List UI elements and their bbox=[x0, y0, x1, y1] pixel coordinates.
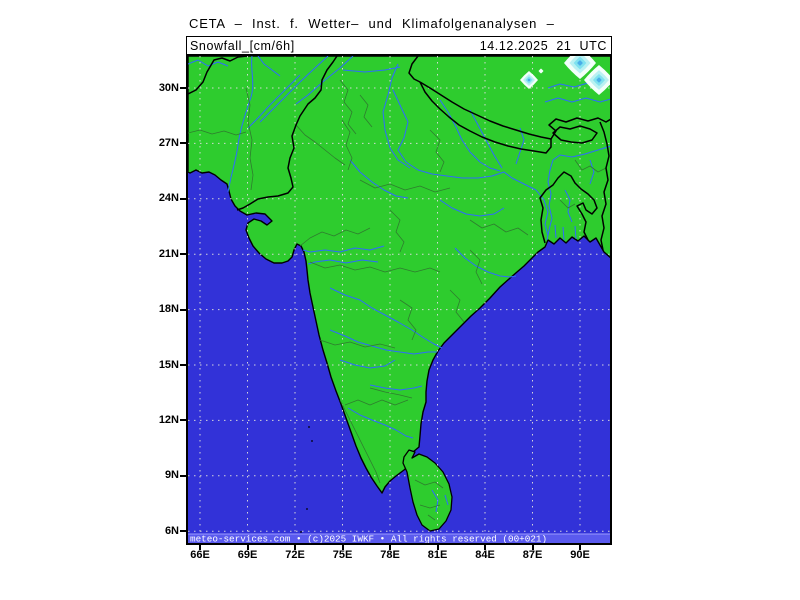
datetime-label: 14.12.2025 21 UTC bbox=[479, 38, 607, 53]
graticule-grid bbox=[188, 56, 610, 543]
landmass bbox=[188, 56, 610, 533]
lon-label-81E: 81E bbox=[427, 549, 448, 561]
snowfall-patches bbox=[520, 56, 610, 95]
lon-label-66E: 66E bbox=[190, 549, 210, 561]
lat-tick bbox=[180, 197, 186, 200]
credit-band: meteo-services.com • (c)2025 IWKF • All … bbox=[188, 533, 610, 544]
lon-label-90E: 90E bbox=[570, 549, 590, 561]
lat-tick bbox=[180, 253, 186, 256]
lon-label-84E: 84E bbox=[475, 549, 495, 561]
lat-label-30N: 30N bbox=[158, 81, 179, 94]
lat-label-27N: 27N bbox=[158, 136, 179, 149]
lat-tick bbox=[180, 364, 186, 366]
lon-tick bbox=[579, 545, 581, 550]
lat-tick bbox=[180, 142, 186, 145]
lat-label-24N: 24N bbox=[158, 192, 179, 205]
lon-tick bbox=[294, 545, 296, 550]
lat-tick bbox=[180, 419, 186, 422]
lat-label-12N: 12N bbox=[158, 413, 179, 426]
country-borders bbox=[188, 56, 610, 251]
info-bar: Snowfall_[cm/6h] 14.12.2025 21 UTC bbox=[186, 36, 612, 55]
lon-label-75E: 75E bbox=[332, 549, 353, 561]
lat-tick bbox=[180, 530, 186, 533]
lon-label-87E: 87E bbox=[522, 549, 543, 561]
lon-tick bbox=[436, 545, 439, 550]
lon-tick bbox=[389, 545, 391, 550]
weather-map: meteo-services.com • (c)2025 IWKF • All … bbox=[186, 54, 612, 545]
lon-label-72E: 72E bbox=[285, 549, 305, 561]
map-canvas: meteo-services.com • (c)2025 IWKF • All … bbox=[188, 56, 610, 543]
parameter-label: Snowfall_[cm/6h] bbox=[190, 38, 295, 53]
sri-lanka bbox=[402, 449, 453, 532]
lat-label-9N: 9N bbox=[164, 469, 179, 482]
state-borders bbox=[188, 79, 607, 521]
lat-label-6N: 6N bbox=[164, 524, 179, 537]
lon-label-78E: 78E bbox=[380, 549, 400, 561]
lat-label-18N: 18N bbox=[158, 303, 179, 316]
lon-tick bbox=[484, 545, 486, 550]
page-title: CETA – Inst. f. Wetter– und Klimafolgena… bbox=[189, 16, 555, 31]
lon-label-69E: 69E bbox=[237, 549, 258, 561]
lat-tick bbox=[180, 308, 186, 311]
lon-tick bbox=[199, 545, 201, 550]
credit-text: meteo-services.com • (c)2025 IWKF • All … bbox=[190, 534, 547, 544]
lat-tick bbox=[180, 87, 186, 89]
lon-tick bbox=[341, 545, 344, 550]
lon-tick bbox=[246, 545, 249, 550]
lat-tick bbox=[180, 474, 186, 477]
lon-tick bbox=[531, 545, 534, 550]
rivers bbox=[188, 56, 610, 513]
lat-label-15N: 15N bbox=[158, 358, 179, 371]
lat-label-21N: 21N bbox=[158, 247, 179, 260]
